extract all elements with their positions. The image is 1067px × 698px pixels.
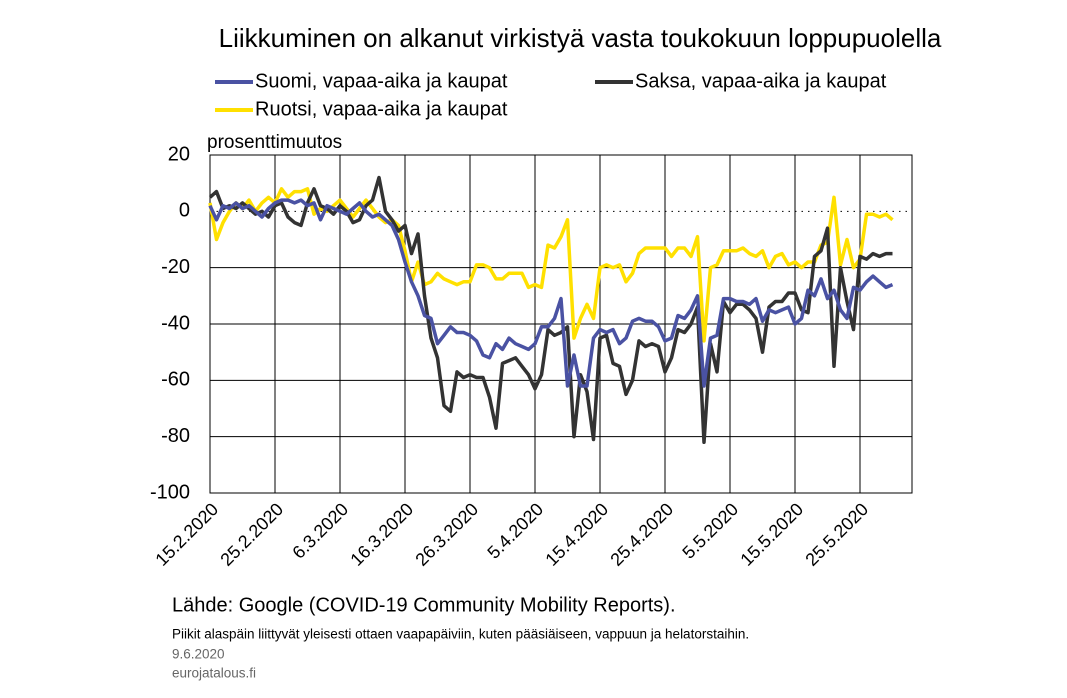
- x-tick-label: 5.5.2020: [678, 499, 742, 563]
- plot-frame: [209, 154, 913, 494]
- y-tick-label: 0: [179, 200, 190, 222]
- x-tick-label: 15.2.2020: [151, 499, 222, 570]
- y-tick-label: -60: [161, 369, 190, 391]
- y-axis-label: prosenttimuutos: [207, 132, 342, 153]
- y-tick-label: -20: [161, 256, 190, 278]
- x-tick-label: 15.5.2020: [736, 499, 807, 570]
- site: eurojatalous.fi: [172, 666, 256, 681]
- x-tick-label: 5.4.2020: [483, 499, 547, 563]
- source: Lähde: Google (COVID-19 Community Mobili…: [172, 594, 676, 616]
- x-tick-label: 25.5.2020: [801, 499, 872, 570]
- chart-title: Liikkuminen on alkanut virkistyä vasta t…: [219, 23, 942, 53]
- x-tick-label: 15.4.2020: [541, 499, 612, 570]
- x-tick-label: 16.3.2020: [346, 499, 417, 570]
- y-tick-label: -100: [150, 481, 190, 503]
- y-tick-label: -40: [161, 312, 190, 334]
- x-tick-label: 6.3.2020: [288, 499, 352, 563]
- series-line: [208, 198, 894, 388]
- series-line: [208, 187, 894, 343]
- legend-label: Ruotsi, vapaa-aika ja kaupat: [255, 98, 508, 120]
- y-tick-label: -80: [161, 425, 190, 447]
- date: 9.6.2020: [172, 647, 225, 662]
- legend-label: Saksa, vapaa-aika ja kaupat: [635, 70, 887, 92]
- series-line: [208, 175, 893, 445]
- note: Piikit alaspäin liittyvät yleisesti otta…: [172, 627, 749, 642]
- legend-label: Suomi, vapaa-aika ja kaupat: [255, 70, 508, 92]
- x-tick-label: 26.3.2020: [411, 499, 482, 570]
- x-tick-label: 25.4.2020: [606, 499, 677, 570]
- x-tick-label: 25.2.2020: [216, 499, 287, 570]
- y-tick-label: 20: [168, 143, 190, 165]
